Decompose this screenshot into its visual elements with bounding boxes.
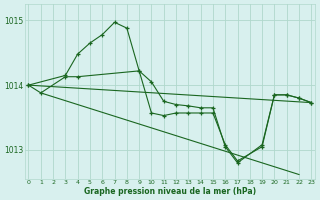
X-axis label: Graphe pression niveau de la mer (hPa): Graphe pression niveau de la mer (hPa)	[84, 187, 256, 196]
